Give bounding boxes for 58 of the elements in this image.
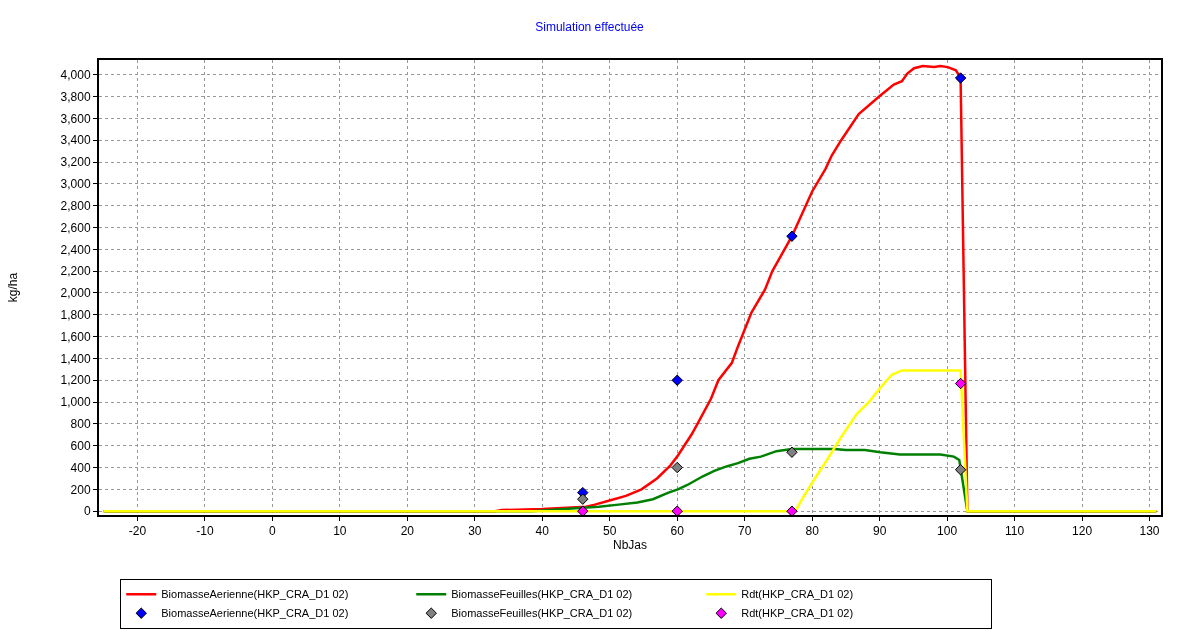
x-tick-label: 50 <box>603 524 617 539</box>
point <box>954 72 967 84</box>
y-tick-label: 3,000 <box>60 177 91 192</box>
line-series <box>102 369 1158 513</box>
y-tick-label: 0 <box>83 504 91 519</box>
y-tick-label: 2,200 <box>60 264 91 279</box>
point <box>577 505 589 515</box>
x-tick-label: 10 <box>333 524 347 539</box>
x-tick-label: 110 <box>1005 524 1025 539</box>
y-tick-label: 2,600 <box>60 220 91 235</box>
point <box>786 230 798 242</box>
x-tick-label: 20 <box>400 524 415 539</box>
y-tick-label: 2,400 <box>60 242 91 257</box>
point <box>786 446 798 458</box>
legend-label: BiomasseAerienne(HKP_CRA_D1 02) <box>161 588 349 601</box>
x-tick-label: 0 <box>269 524 277 539</box>
point <box>671 374 683 386</box>
y-tick-label: 1,600 <box>60 329 91 344</box>
legend-label: BiomasseFeuilles(HKP_CRA_D1 02) <box>451 607 633 620</box>
legend-label: Rdt(HKP_CRA_D1 02) <box>741 607 854 620</box>
y-tick-label: 3,400 <box>60 133 91 148</box>
point <box>577 493 589 505</box>
point <box>954 377 967 390</box>
y-tick-label: 1,200 <box>60 373 91 388</box>
x-tick-label: 100 <box>937 524 958 539</box>
point <box>671 505 683 515</box>
legend-label: Rdt(HKP_CRA_D1 02) <box>741 588 854 601</box>
x-tick-label: -10 <box>196 524 214 539</box>
y-tick-label: 3,600 <box>60 111 91 126</box>
legend-label: BiomasseAerienne(HKP_CRA_D1 02) <box>161 607 349 620</box>
y-tick-label: 600 <box>70 438 91 453</box>
point <box>671 461 683 474</box>
x-axis-title: NbJas <box>612 538 648 553</box>
y-tick-label: 200 <box>70 482 91 497</box>
y-tick-label: 4,000 <box>60 67 91 82</box>
y-tick-label: 1,400 <box>60 351 91 366</box>
x-tick-label: 70 <box>738 524 752 539</box>
x-tick-label: 90 <box>872 524 887 539</box>
y-tick-label: 800 <box>70 417 91 432</box>
y-tick-label: 2,000 <box>60 286 91 301</box>
y-tick-label: 2,800 <box>60 198 91 213</box>
y-axis-title: kg/ha <box>6 272 21 303</box>
x-tick-label: 130 <box>1139 524 1160 539</box>
chart-title: Simulation effectuée <box>535 19 645 34</box>
x-tick-label: 60 <box>670 524 685 539</box>
point <box>954 464 967 476</box>
x-tick-label: 80 <box>805 524 820 539</box>
y-tick-label: 400 <box>70 460 91 475</box>
x-tick-label: -20 <box>128 524 147 539</box>
y-tick-label: 1,000 <box>60 395 91 410</box>
x-tick-label: 40 <box>535 524 550 539</box>
x-tick-label: 30 <box>468 524 482 539</box>
x-tick-label: 120 <box>1072 524 1093 539</box>
y-tick-label: 3,200 <box>60 155 91 170</box>
y-tick-label: 1,800 <box>60 307 91 322</box>
legend-label: BiomasseFeuilles(HKP_CRA_D1 02) <box>451 588 633 601</box>
point <box>786 505 798 515</box>
y-tick-label: 3,800 <box>60 89 91 104</box>
